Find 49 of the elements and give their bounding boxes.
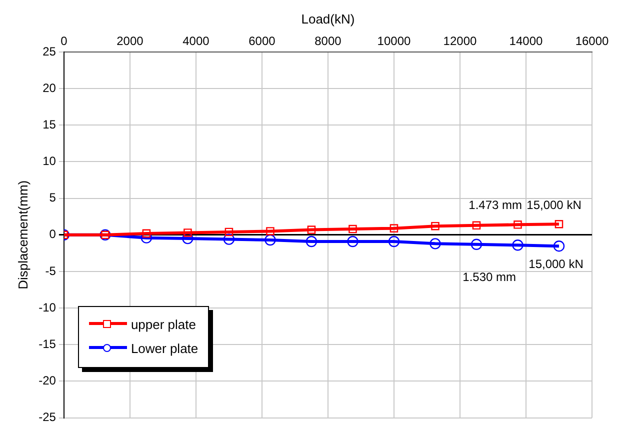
- y-tick-label: -25: [38, 410, 56, 424]
- point: [184, 228, 192, 237]
- point: [306, 236, 318, 248]
- y-tick-label: -5: [45, 264, 56, 278]
- point: [512, 240, 524, 251]
- y-tick-label: 15: [42, 117, 56, 132]
- point: [514, 220, 522, 229]
- y-tick-label: -10: [38, 300, 56, 314]
- x-tick-label: 8000: [314, 34, 342, 48]
- y-axis-title: Displacement(mm): [15, 180, 30, 290]
- annotation: 15,000 kN: [528, 256, 584, 271]
- y-tick-label: 25: [42, 44, 56, 58]
- point: [348, 224, 357, 234]
- x-tick-label: 0: [60, 34, 68, 48]
- y-tick-label: -15: [38, 336, 56, 351]
- x-tick-label: 16000: [575, 34, 610, 48]
- point: [553, 240, 565, 252]
- legend-label: upper plate: [130, 316, 196, 332]
- y-tick-label: 0: [49, 227, 56, 242]
- x-tick-label: 2000: [116, 34, 144, 48]
- legend-label: Lower plate: [130, 340, 198, 356]
- x-tick-label: 14000: [509, 34, 543, 48]
- x-tick-label: 4000: [182, 34, 210, 48]
- point: [554, 220, 564, 228]
- y-tick-label: -20: [38, 374, 56, 388]
- y-tick-label: 5: [49, 190, 56, 205]
- annotation: 1.530 mm: [462, 270, 516, 284]
- point: [266, 227, 274, 236]
- point: [142, 229, 151, 238]
- annotation: 1.473 mm: [468, 198, 522, 212]
- point: [470, 238, 482, 250]
- point: [388, 236, 400, 248]
- annotation: 15,000 kN: [526, 198, 582, 212]
- point: [431, 222, 440, 230]
- point: [472, 221, 481, 230]
- x-tick-label: 6000: [248, 34, 276, 48]
- x-tick-label: 12000: [443, 34, 477, 48]
- y-tick-label: 10: [42, 154, 56, 168]
- point: [224, 228, 234, 236]
- point: [390, 224, 398, 232]
- point: [223, 234, 235, 245]
- point: [182, 232, 194, 244]
- x-axis-title: Load(kN): [301, 11, 355, 26]
- point: [307, 226, 316, 234]
- y-tick-label: 20: [42, 80, 56, 95]
- x-tick-label: 10000: [377, 34, 411, 48]
- point: [347, 236, 358, 248]
- point: [430, 238, 441, 250]
- point: [264, 234, 276, 246]
